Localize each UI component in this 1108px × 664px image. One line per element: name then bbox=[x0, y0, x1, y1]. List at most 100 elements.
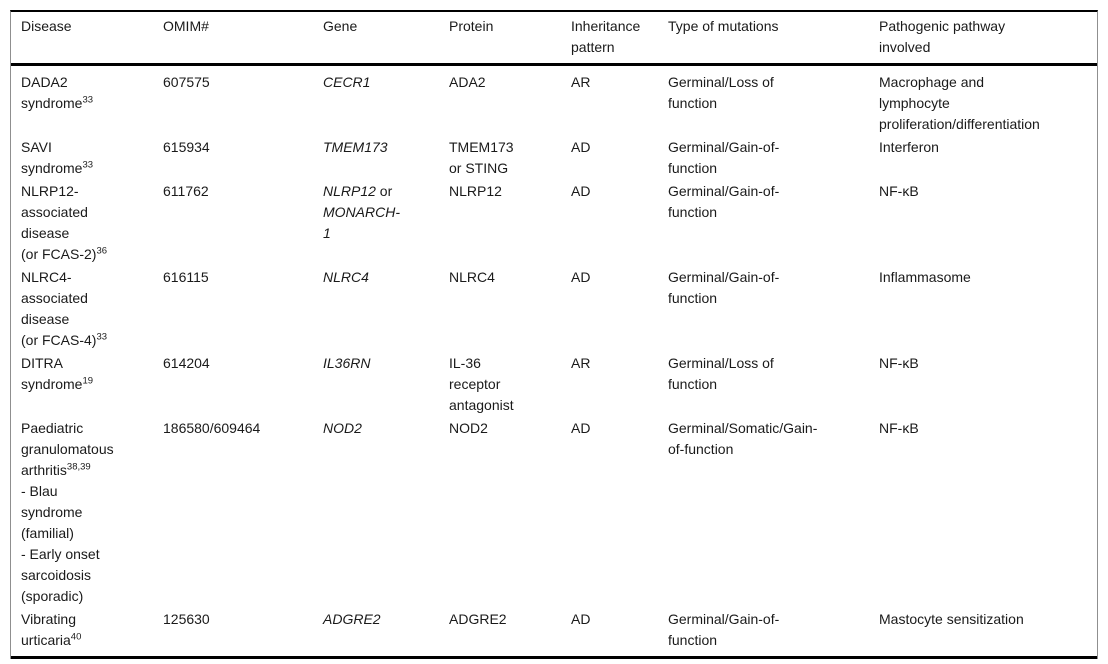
cell-text: disease bbox=[21, 225, 70, 241]
table-row: NLRC4- associated disease (or FCAS-4)33 6161… bbox=[11, 265, 1097, 351]
header-line: pattern bbox=[571, 39, 615, 55]
cell-text: AD bbox=[571, 611, 591, 627]
cell-line: Germinal/Gain-of- bbox=[668, 181, 867, 202]
cell-line: Germinal/Loss of bbox=[668, 353, 867, 374]
cell-text: 186580/609464 bbox=[163, 420, 261, 436]
cell-line: proliferation/differentiation bbox=[879, 114, 1085, 135]
cell-pathway: NF-κB bbox=[879, 351, 1097, 416]
column-header-omim: OMIM# bbox=[163, 12, 323, 66]
cell-line: TMEM173 bbox=[449, 137, 559, 158]
cell-text: syndrome bbox=[21, 504, 83, 520]
cell-text: 614204 bbox=[163, 355, 210, 371]
cell-text: AD bbox=[571, 139, 591, 155]
cell-line: arthritis38,39 bbox=[21, 460, 151, 481]
cell-mutations: Germinal/Gain-of-function bbox=[668, 135, 879, 179]
cell-text: or STING bbox=[449, 160, 509, 176]
cell-line: antagonist bbox=[449, 395, 559, 416]
cell-line: sarcoidosis bbox=[21, 565, 151, 586]
cell-gene: ADGRE2 bbox=[323, 607, 449, 658]
cell-mutations: Germinal/Loss of function bbox=[668, 65, 879, 136]
cell-disease: Vibrating urticaria40 bbox=[11, 607, 163, 658]
cell-line: syndrome19 bbox=[21, 374, 151, 395]
cell-line: granulomatous bbox=[21, 439, 151, 460]
cell-text: Macrophage and bbox=[879, 74, 985, 90]
column-header-gene: Gene bbox=[323, 12, 449, 66]
cell-text: antagonist bbox=[449, 397, 514, 413]
cell-line: 615934 bbox=[163, 137, 311, 158]
table-row: DADA2 syndrome33 607575 CECR1 ADA2 AR Germinal… bbox=[11, 65, 1097, 136]
cell-line: AD bbox=[571, 181, 656, 202]
column-header-protein: Protein bbox=[449, 12, 571, 66]
cell-protein: NLRC4 bbox=[449, 265, 571, 351]
reference-superscript: 38,39 bbox=[66, 461, 91, 473]
cell-line: Vibrating bbox=[21, 609, 151, 630]
cell-disease: SAVI syndrome33 bbox=[11, 135, 163, 179]
cell-pathway: NF-κB bbox=[879, 416, 1097, 607]
table-frame: Disease OMIM# Gene Protein Inheritance patter… bbox=[10, 10, 1098, 659]
cell-line: NOD2 bbox=[449, 418, 559, 439]
column-header-mutations: Type of mutations bbox=[668, 12, 879, 66]
cell-line: (or FCAS-2)36 bbox=[21, 244, 151, 265]
cell-line: NLRP12 bbox=[449, 181, 559, 202]
cell-line: 186580/609464 bbox=[163, 418, 311, 439]
cell-text: sarcoidosis bbox=[21, 567, 92, 583]
cell-inheritance: AD bbox=[571, 265, 668, 351]
cell-line: NLRC4 bbox=[449, 267, 559, 288]
cell-protein: NLRP12 bbox=[449, 179, 571, 265]
cell-line: MONARCH- bbox=[323, 202, 437, 223]
cell-line: 125630 bbox=[163, 609, 311, 630]
cell-text: granulomatous bbox=[21, 441, 114, 457]
cell-text: CECR1 bbox=[323, 74, 371, 90]
cell-line: AD bbox=[571, 137, 656, 158]
cell-inheritance: AD bbox=[571, 416, 668, 607]
cell-line: - Blau bbox=[21, 481, 151, 502]
cell-inheritance: AD bbox=[571, 607, 668, 658]
cell-mutations: Germinal/Gain-of-function bbox=[668, 265, 879, 351]
cell-text: disease bbox=[21, 311, 70, 327]
cell-text: (or FCAS-4) bbox=[21, 332, 97, 348]
cell-line: of-function bbox=[668, 439, 867, 460]
reference-superscript: 33 bbox=[82, 159, 94, 171]
cell-inheritance: AD bbox=[571, 135, 668, 179]
cell-text: 616115 bbox=[163, 269, 209, 285]
cell-line: ADGRE2 bbox=[449, 609, 559, 630]
cell-text: 607575 bbox=[163, 74, 210, 90]
cell-gene: IL36RN bbox=[323, 351, 449, 416]
cell-line: (or FCAS-4)33 bbox=[21, 330, 151, 351]
cell-line: NLRP12- bbox=[21, 181, 151, 202]
table-row: Vibrating urticaria40 125630 ADGRE2 ADGRE2 AD… bbox=[11, 607, 1097, 658]
cell-text: AD bbox=[571, 420, 591, 436]
cell-line: DITRA bbox=[21, 353, 151, 374]
reference-superscript: 33 bbox=[82, 94, 94, 106]
cell-disease: NLRC4- associated disease (or FCAS-4)33 bbox=[11, 265, 163, 351]
cell-line: 616115 bbox=[163, 267, 311, 288]
cell-omim: 616115 bbox=[163, 265, 323, 351]
cell-text: - Blau bbox=[21, 483, 58, 499]
cell-omim: 125630 bbox=[163, 607, 323, 658]
cell-text: 1 bbox=[323, 225, 331, 241]
cell-disease: DITRA syndrome19 bbox=[11, 351, 163, 416]
cell-text: proliferation/differentiation bbox=[879, 116, 1040, 132]
header-line: Disease bbox=[21, 18, 72, 34]
cell-line: syndrome33 bbox=[21, 93, 151, 114]
cell-text: Vibrating bbox=[21, 611, 77, 627]
cell-line: AR bbox=[571, 353, 656, 374]
cell-pathway: Macrophage and lymphocyte proliferation/di… bbox=[879, 65, 1097, 136]
cell-text: function bbox=[668, 95, 718, 111]
cell-line: AR bbox=[571, 72, 656, 93]
cell-line: disease bbox=[21, 223, 151, 244]
cell-line: AD bbox=[571, 267, 656, 288]
cell-line: AD bbox=[571, 418, 656, 439]
cell-text: TMEM173 bbox=[449, 139, 514, 155]
cell-text: associated bbox=[21, 204, 88, 220]
cell-disease: Paediatric granulomatous arthritis38,39 - B… bbox=[11, 416, 163, 607]
cell-line: (familial) bbox=[21, 523, 151, 544]
cell-text: 615934 bbox=[163, 139, 210, 155]
cell-line: NLRC4 bbox=[323, 267, 437, 288]
cell-line: CECR1 bbox=[323, 72, 437, 93]
cell-line: Interferon bbox=[879, 137, 1085, 158]
cell-text: AD bbox=[571, 183, 591, 199]
cell-line: receptor bbox=[449, 374, 559, 395]
cell-line: function bbox=[668, 93, 867, 114]
cell-text: DADA2 bbox=[21, 74, 68, 90]
